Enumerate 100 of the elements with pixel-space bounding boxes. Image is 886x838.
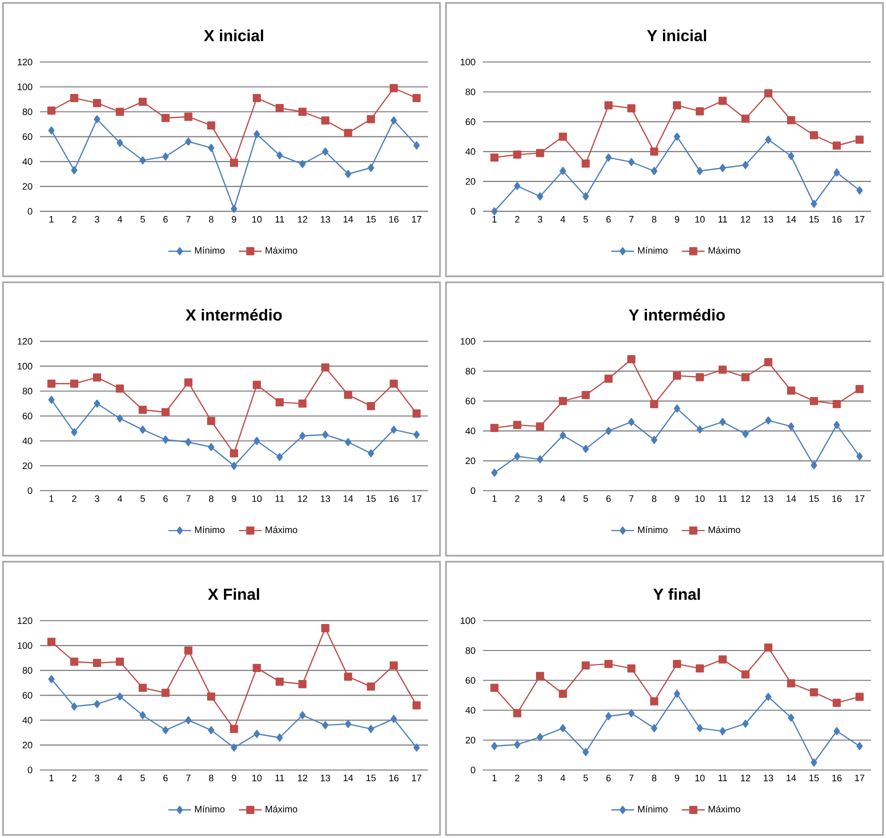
x-tick-label: 5 xyxy=(140,774,145,782)
point xyxy=(366,402,376,410)
y-tick-label: 20 xyxy=(22,742,32,748)
y-tick-label: 0 xyxy=(470,208,476,215)
y-tick-label: 40 xyxy=(22,158,32,165)
point xyxy=(366,682,376,691)
point xyxy=(208,443,214,452)
point xyxy=(558,396,567,406)
point xyxy=(322,430,328,439)
x-tick-label: 8 xyxy=(652,774,656,782)
x-tick-label: 15 xyxy=(809,495,819,502)
point xyxy=(582,748,589,756)
point xyxy=(413,430,420,439)
x-tick-label: 14 xyxy=(344,774,354,782)
point xyxy=(672,101,682,110)
point xyxy=(138,98,147,106)
point xyxy=(536,422,544,431)
point xyxy=(93,658,102,668)
point xyxy=(742,720,749,728)
point xyxy=(70,380,78,388)
point xyxy=(161,408,170,416)
point xyxy=(719,418,726,426)
point xyxy=(856,692,864,701)
y-tick-label: 40 xyxy=(22,716,32,724)
x-tick-label: 4 xyxy=(118,216,122,222)
x-tick-label: 17 xyxy=(412,774,422,782)
point xyxy=(764,358,772,366)
point xyxy=(628,709,635,718)
x-tick-label: 7 xyxy=(629,495,634,502)
point xyxy=(582,159,590,168)
x-tick-label: 5 xyxy=(583,216,588,223)
y-tick-label: 100 xyxy=(18,84,32,90)
point xyxy=(208,144,214,152)
point xyxy=(741,373,750,382)
y-tick-label: 20 xyxy=(466,457,476,464)
x-tick-label: 17 xyxy=(412,216,422,222)
point xyxy=(93,373,102,382)
point xyxy=(810,396,818,406)
point xyxy=(628,418,635,426)
point xyxy=(116,138,124,147)
point xyxy=(696,664,704,673)
x-tick-label: 14 xyxy=(786,495,796,502)
legend-label: Mínimo xyxy=(638,246,668,254)
y-tick-label: 20 xyxy=(466,178,476,185)
legend-label: Máximo xyxy=(266,526,298,534)
x-tick-label: 5 xyxy=(140,495,145,502)
y-tick-label: 120 xyxy=(18,58,32,66)
point xyxy=(252,664,261,672)
point xyxy=(254,730,260,738)
point xyxy=(765,136,772,144)
x-tick-label: 1 xyxy=(492,774,497,782)
x-tick-label: 13 xyxy=(764,774,774,782)
x-tick-label: 2 xyxy=(515,774,520,782)
point xyxy=(491,742,498,750)
point xyxy=(413,744,420,752)
y-tick-label: 60 xyxy=(466,398,476,404)
point xyxy=(185,716,192,724)
x-tick-label: 11 xyxy=(276,216,284,222)
y-tick-label: 120 xyxy=(18,617,32,624)
point xyxy=(696,724,704,732)
point xyxy=(116,692,124,701)
point xyxy=(298,108,307,116)
x-tick-label: 13 xyxy=(764,495,774,502)
y-tick-label: 40 xyxy=(22,438,32,444)
y-tick-label: 60 xyxy=(466,118,476,126)
point xyxy=(390,380,398,388)
point xyxy=(207,692,216,701)
point xyxy=(252,94,261,102)
x-tick-label: 3 xyxy=(538,495,542,502)
x-tick-label: 5 xyxy=(583,774,588,782)
point xyxy=(810,461,818,470)
x-tick-label: 15 xyxy=(366,774,376,782)
y-tick-label: 40 xyxy=(465,706,476,714)
point xyxy=(558,690,567,698)
x-tick-label: 4 xyxy=(118,774,122,782)
y-tick-label: 20 xyxy=(466,736,476,744)
y-tick-label: 0 xyxy=(28,487,32,494)
point xyxy=(672,660,682,668)
x-tick-label: 9 xyxy=(674,495,680,502)
x-tick-label: 13 xyxy=(764,216,774,223)
point xyxy=(718,655,727,664)
point xyxy=(161,114,170,122)
point xyxy=(276,398,284,406)
x-tick-label: 2 xyxy=(72,774,76,782)
x-tick-label: 6 xyxy=(163,774,168,782)
legend-label: Mínimo xyxy=(195,526,225,534)
point xyxy=(742,160,749,170)
point xyxy=(230,462,238,470)
point xyxy=(832,142,841,150)
x-tick-label: 2 xyxy=(72,495,76,502)
x-tick-label: 13 xyxy=(320,495,330,502)
point xyxy=(674,132,680,141)
y-tick-label: 20 xyxy=(22,183,32,190)
chart-title: X inicial xyxy=(204,30,264,42)
point xyxy=(390,714,397,724)
x-tick-label: 6 xyxy=(606,216,611,223)
x-tick-label: 8 xyxy=(208,495,214,502)
y-tick-label: 120 xyxy=(18,338,32,345)
point xyxy=(856,136,864,144)
point xyxy=(536,672,544,680)
